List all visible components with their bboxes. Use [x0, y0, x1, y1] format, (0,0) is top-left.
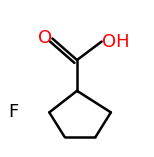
- Text: OH: OH: [102, 32, 129, 51]
- Text: O: O: [38, 30, 52, 47]
- Text: F: F: [8, 103, 18, 121]
